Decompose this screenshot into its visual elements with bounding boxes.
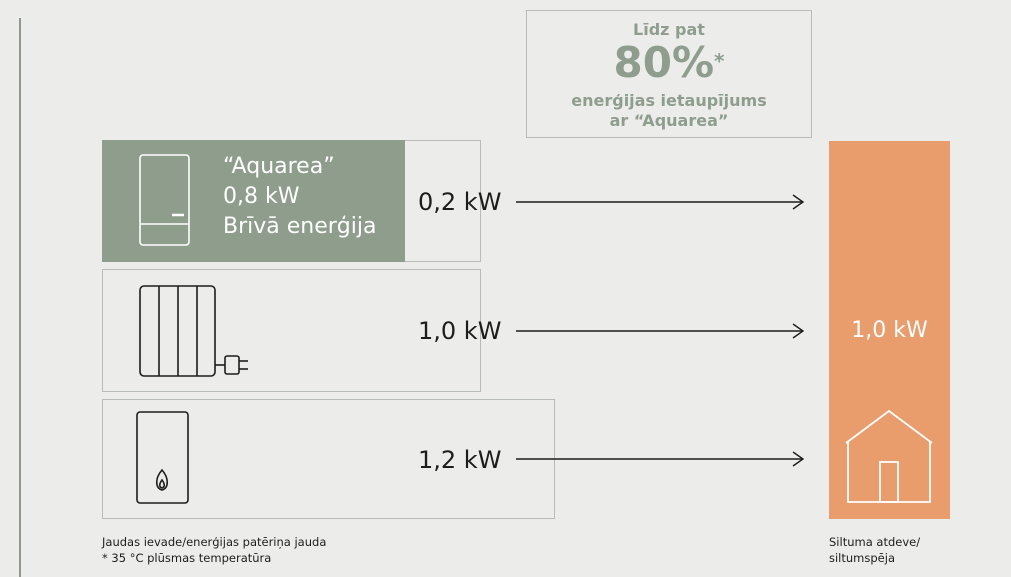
footnote-left: Jaudas ievade/enerģijas patēriņa jauda *… [102, 535, 327, 565]
aquarea-green-panel [102, 140, 405, 262]
savings-callout: Līdz pat 80%* enerģijas ietaupījums ar “… [526, 10, 812, 138]
left-divider-line [19, 18, 21, 577]
callout-description: enerģijas ietaupījums ar “Aquarea” [571, 91, 767, 130]
footnote-right: Siltuma atdeve/ siltumspēja [829, 535, 921, 565]
gas-boiler-icon [136, 411, 189, 504]
heat-output-label: 1,0 kW [851, 318, 928, 343]
electric-radiator-icon [139, 285, 248, 377]
callout-percent: 80%* [613, 38, 725, 87]
house-icon [845, 409, 933, 503]
callout-line1: Līdz pat [633, 20, 705, 39]
source-row-radiator [102, 269, 481, 392]
callout-asterisk: * [714, 49, 725, 73]
power-label-boiler: 1,2 kW [418, 446, 502, 474]
aquarea-label: “Aquarea” 0,8 kW Brīvā enerģija [223, 154, 377, 239]
flow-arrows [516, 194, 805, 467]
power-label-aquarea: 0,2 kW [418, 188, 502, 216]
heat-pump-unit-icon [139, 154, 190, 246]
power-label-radiator: 1,0 kW [418, 317, 502, 345]
